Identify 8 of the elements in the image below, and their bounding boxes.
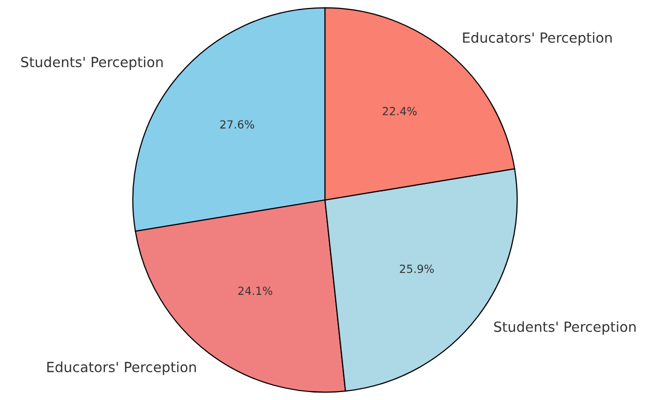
slice-label: Educators' Perception (463, 32, 612, 46)
data-label: 25.9% (400, 264, 434, 274)
slice-label: Educators' Perception (47, 362, 196, 375)
data-label: 27.6% (220, 120, 254, 129)
slice-label: Students' Perception (494, 321, 636, 335)
data-label: 24.1% (238, 286, 272, 295)
slice-label: Students' Perception (21, 56, 163, 70)
data-label: 22.4% (382, 106, 417, 116)
